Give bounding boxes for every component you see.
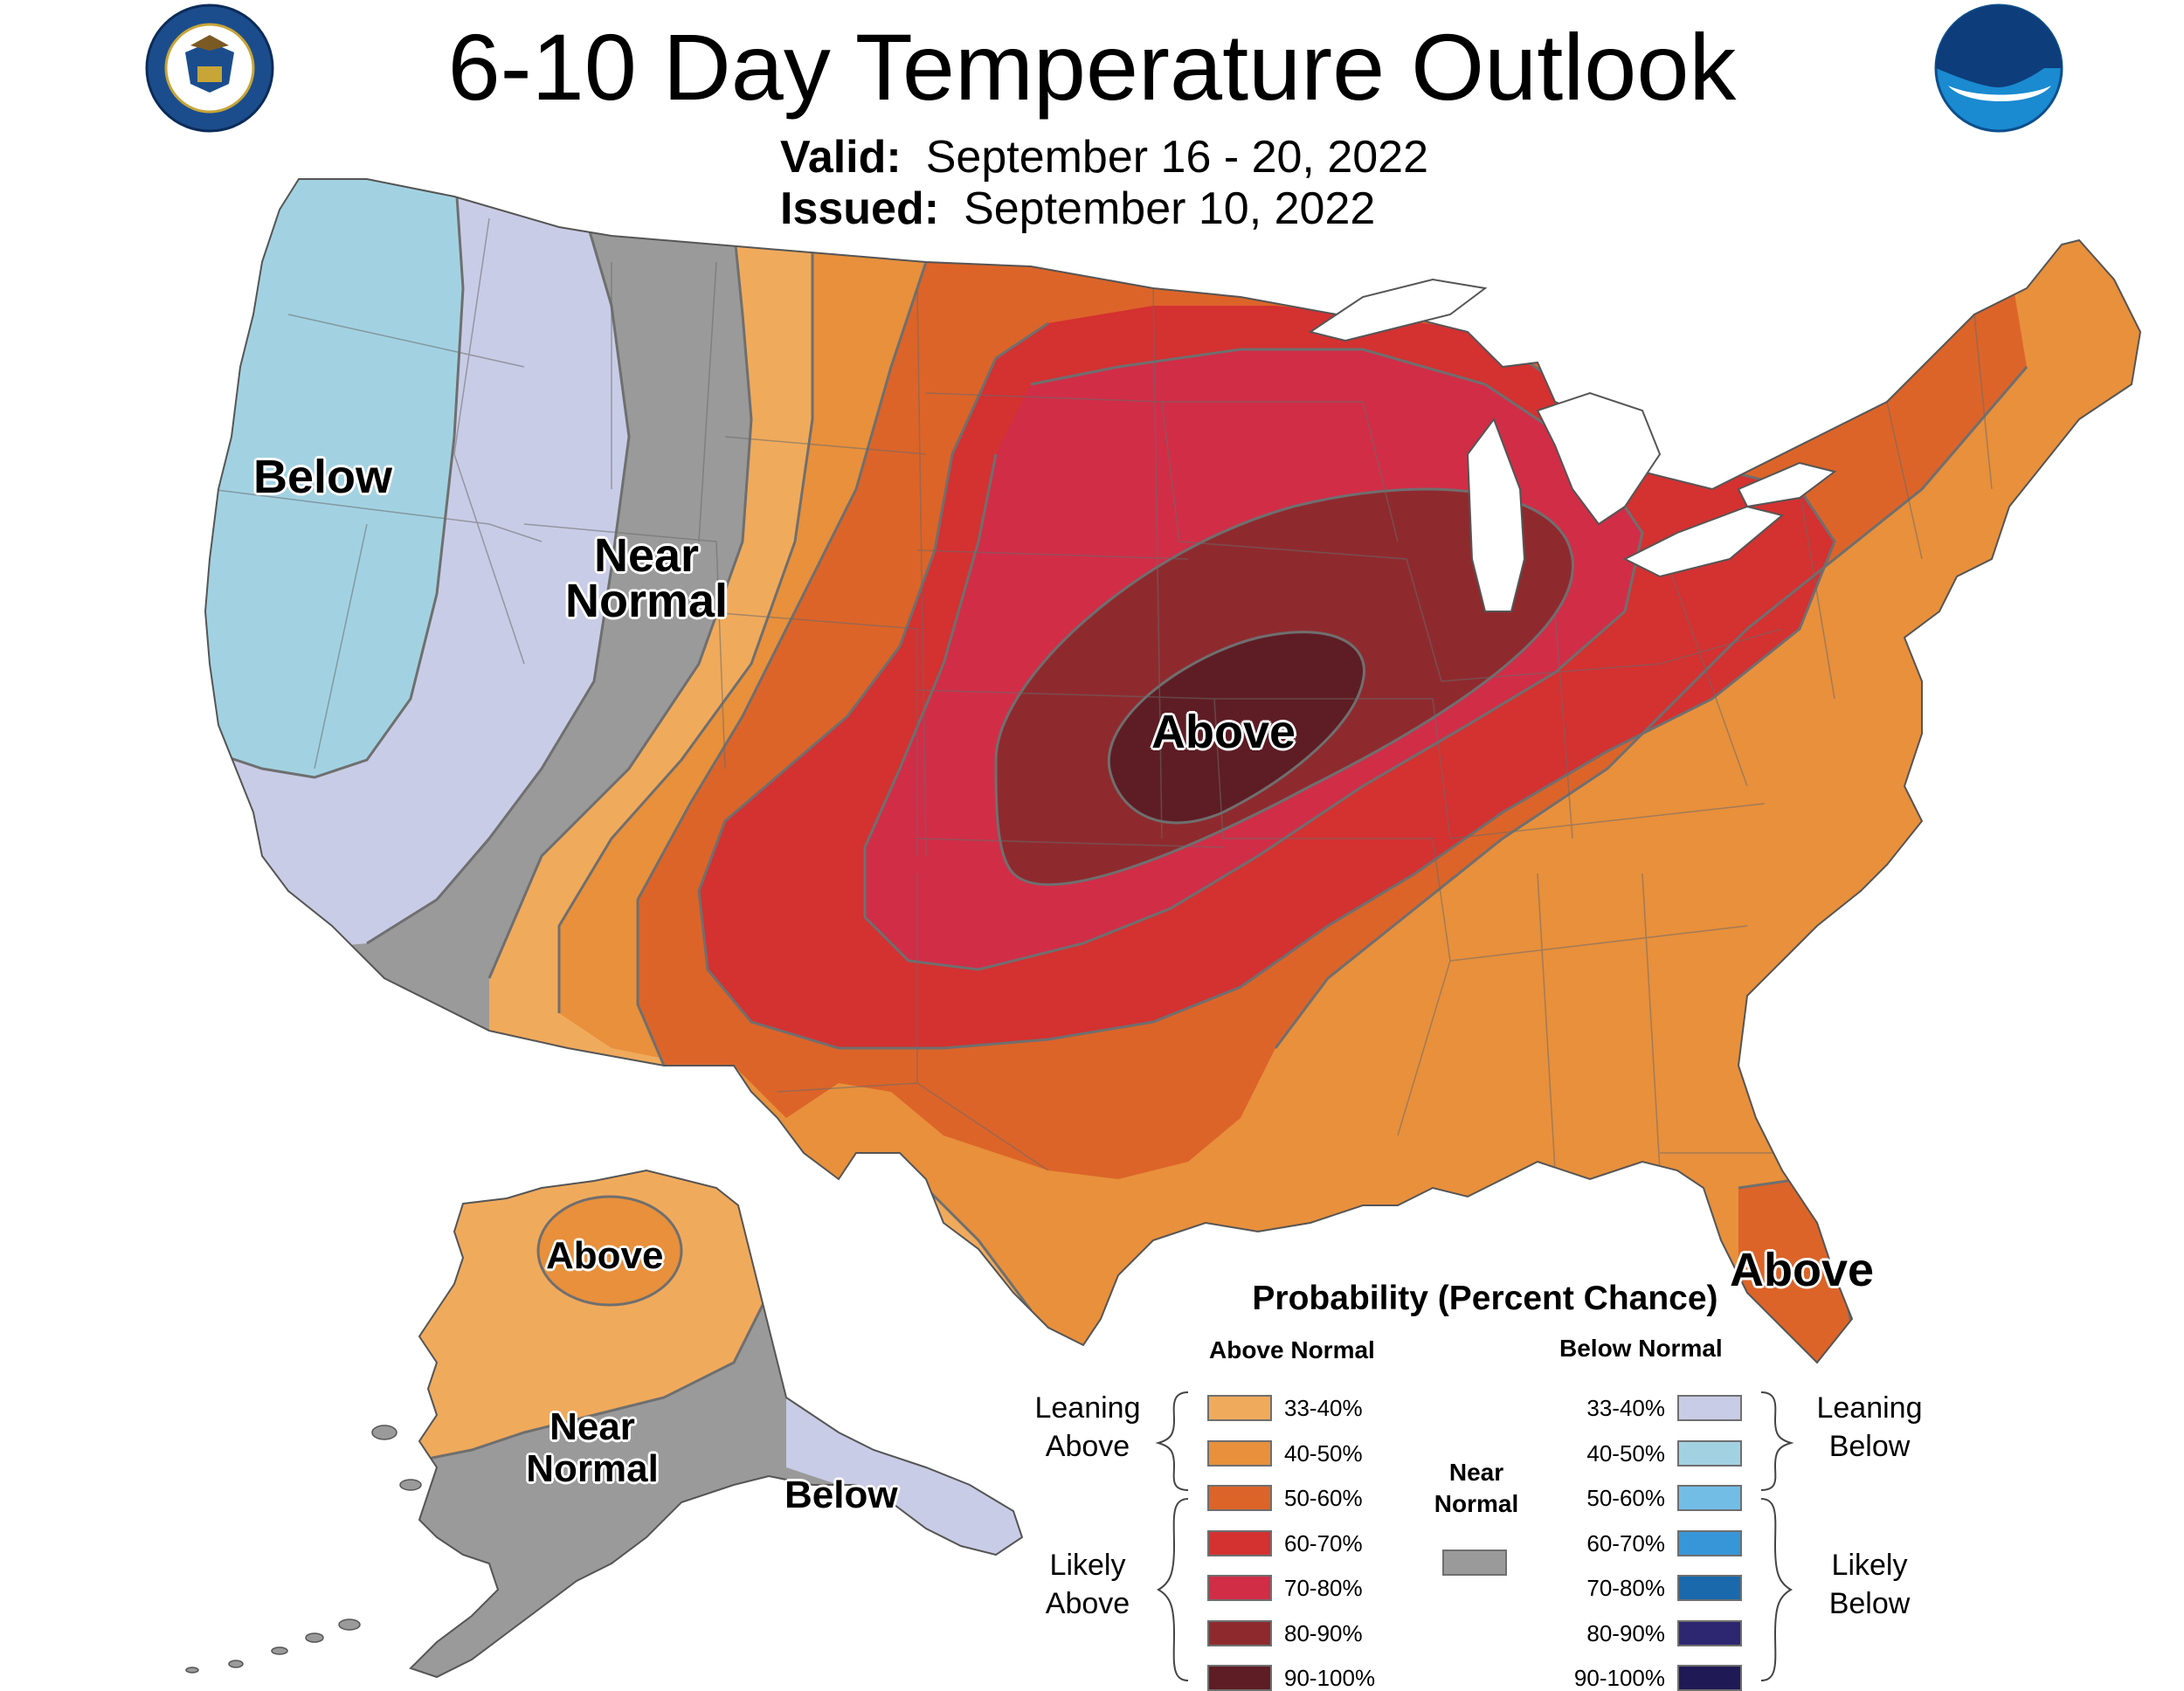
legend-side-line: Leaning xyxy=(1034,1391,1141,1425)
legend-above-swatch xyxy=(1207,1395,1272,1421)
legend-above-label: 60-70% xyxy=(1284,1530,1363,1556)
legend-above-label: 70-80% xyxy=(1284,1575,1363,1601)
commerce-seal-icon xyxy=(145,3,274,133)
legend-above-label: 80-90% xyxy=(1284,1620,1363,1646)
noaa-logo-icon xyxy=(1934,3,2063,133)
legend-above-swatch xyxy=(1207,1575,1272,1601)
issued-date: Issued: September 10, 2022 xyxy=(780,183,1375,235)
region-label-central-above: Above xyxy=(1151,706,1296,758)
region-label-line: Normal xyxy=(526,1447,659,1490)
region-label-line: Near xyxy=(549,1405,635,1448)
region-label-alaska-above: Above xyxy=(546,1234,664,1277)
legend-braces-below xyxy=(1760,1391,1794,1681)
legend-leaning-below: Leaning Below xyxy=(1791,1389,1948,1466)
legend-below-label: 33-40% xyxy=(1586,1395,1665,1421)
legend-near-normal-header: Near Normal xyxy=(1424,1457,1529,1520)
legend-near-line: Normal xyxy=(1434,1490,1519,1517)
legend-braces-above xyxy=(1155,1391,1189,1681)
legend-below-label: 50-60% xyxy=(1586,1485,1665,1511)
region-label-alaska-near-normal: Near Normal xyxy=(514,1406,671,1490)
legend-below-swatch xyxy=(1677,1395,1742,1421)
legend-below-label: 70-80% xyxy=(1586,1575,1665,1601)
legend-above-label: 33-40% xyxy=(1284,1395,1363,1421)
legend-above-swatch xyxy=(1207,1620,1272,1646)
page-title: 6-10 Day Temperature Outlook xyxy=(447,14,1737,120)
issued-label: Issued: xyxy=(780,183,940,234)
legend-above-swatch xyxy=(1207,1485,1272,1511)
legend-below-swatch xyxy=(1677,1620,1742,1646)
legend-leaning-above: Leaning Above xyxy=(1009,1389,1166,1466)
legend-below-label: 90-100% xyxy=(1573,1665,1665,1691)
legend-below-label: 60-70% xyxy=(1586,1530,1665,1556)
region-label-alaska-below: Below xyxy=(784,1474,898,1516)
legend-likely-below: Likely Below xyxy=(1791,1546,1948,1623)
legend-title: Probability (Percent Chance) xyxy=(1252,1280,1718,1317)
legend-below-swatch xyxy=(1677,1485,1742,1511)
legend-near-normal-swatch xyxy=(1442,1550,1507,1576)
region-label-florida-above: Above xyxy=(1730,1244,1875,1296)
legend-side-line: Below xyxy=(1828,1587,1911,1620)
legend-above-header: Above Normal xyxy=(1209,1336,1375,1363)
legend-above-swatch xyxy=(1207,1530,1272,1556)
legend-above-label: 40-50% xyxy=(1284,1440,1363,1467)
legend-below-label: 80-90% xyxy=(1586,1620,1665,1646)
region-label-line: Normal xyxy=(564,575,729,627)
legend-side-line: Likely xyxy=(1831,1549,1908,1582)
legend-below-header: Below Normal xyxy=(1559,1335,1723,1362)
legend-side-line: Below xyxy=(1828,1430,1911,1463)
legend-below-swatch xyxy=(1677,1575,1742,1601)
legend-below-swatch xyxy=(1677,1530,1742,1556)
legend-side-line: Likely xyxy=(1049,1549,1126,1582)
valid-value: September 16 - 20, 2022 xyxy=(925,132,1428,183)
region-label-line: Near xyxy=(593,529,700,582)
legend-above-label: 90-100% xyxy=(1284,1665,1376,1691)
legend-above-label: 50-60% xyxy=(1284,1485,1363,1511)
legend-above-swatch xyxy=(1207,1440,1272,1467)
legend-side-line: Above xyxy=(1045,1430,1130,1463)
legend-side-line: Above xyxy=(1045,1587,1130,1620)
legend-side-line: Leaning xyxy=(1816,1391,1923,1425)
legend-below-label: 40-50% xyxy=(1586,1440,1665,1467)
legend-below-swatch xyxy=(1677,1440,1742,1467)
legend-likely-above: Likely Above xyxy=(1009,1546,1166,1623)
valid-dates: Valid: September 16 - 20, 2022 xyxy=(780,131,1428,183)
legend-near-line: Near xyxy=(1448,1459,1504,1486)
issued-value: September 10, 2022 xyxy=(964,183,1376,234)
region-label-west-below: Below xyxy=(253,451,393,503)
region-label-west-near-normal: Near Normal xyxy=(559,529,734,627)
valid-label: Valid: xyxy=(780,132,902,183)
